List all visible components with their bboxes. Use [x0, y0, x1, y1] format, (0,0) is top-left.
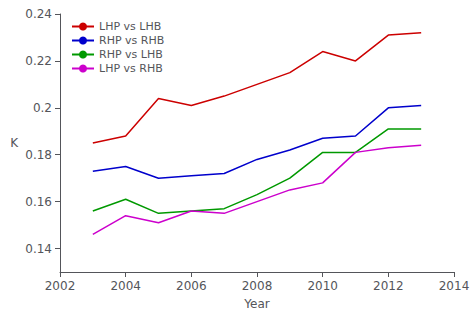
svg-text:0.18: 0.18: [25, 148, 52, 162]
svg-text:0.2: 0.2: [33, 101, 52, 115]
svg-text:0.22: 0.22: [25, 54, 52, 68]
svg-text:LHP vs RHB: LHP vs RHB: [99, 62, 163, 75]
svg-text:2004: 2004: [110, 279, 141, 293]
svg-text:K: K: [10, 136, 19, 150]
svg-text:2002: 2002: [45, 279, 76, 293]
svg-text:2008: 2008: [242, 279, 273, 293]
svg-text:2006: 2006: [176, 279, 207, 293]
svg-text:0.14: 0.14: [25, 242, 52, 256]
svg-text:2010: 2010: [307, 279, 338, 293]
svg-text:Year: Year: [243, 297, 269, 311]
svg-text:0.24: 0.24: [25, 7, 52, 21]
svg-text:0.16: 0.16: [25, 195, 52, 209]
svg-text:2014: 2014: [439, 279, 470, 293]
svg-text:2012: 2012: [373, 279, 404, 293]
svg-text:RHP vs RHB: RHP vs RHB: [99, 34, 164, 47]
svg-text:RHP vs LHB: RHP vs LHB: [99, 48, 163, 61]
svg-text:LHP vs LHB: LHP vs LHB: [99, 20, 161, 33]
